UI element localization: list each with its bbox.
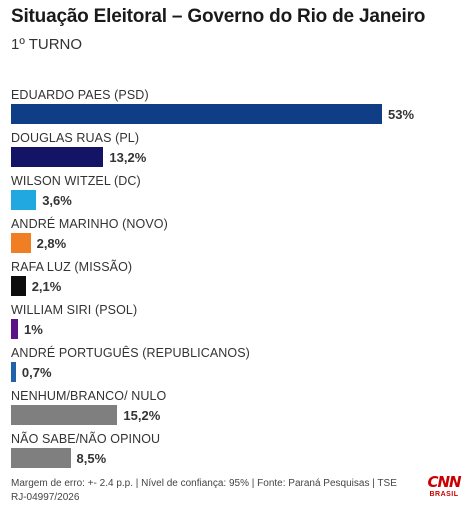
bar-chart: EDUARDO PAES (PSD) 53% DOUGLAS RUAS (PL) 13… [11, 88, 415, 468]
bar [11, 276, 26, 296]
bar [11, 190, 37, 210]
bar-value-label: 2,8% [36, 236, 67, 251]
candidate-label: WILSON WITZEL (DC) [11, 174, 141, 188]
bar-value-label: 8,5% [76, 451, 107, 466]
bar [11, 104, 382, 124]
candidate-label: RAFA LUZ (MISSÃO) [11, 260, 133, 274]
footer-note: Margem de erro: +- 2.4 p.p. | Nível de c… [11, 478, 397, 503]
bar [11, 362, 16, 382]
candidate-label: EDUARDO PAES (PSD) [11, 88, 149, 102]
chart-title: Situação Eleitoral – Governo do Rio de J… [11, 6, 426, 27]
logo-subtext: BRASIL [429, 491, 459, 498]
candidate-label: NÃO SABE/NÃO OPINOU [11, 432, 161, 446]
logo-text: CNN [427, 473, 461, 491]
bar-value-label: 13,2% [109, 150, 147, 165]
bar [11, 405, 118, 425]
chart-subtitle: 1º TURNO [11, 36, 83, 53]
bar-value-label: 2,1% [31, 279, 62, 294]
bar [11, 448, 71, 468]
cnn-brasil-logo: CNN BRASIL [426, 474, 462, 502]
bar-value-label: 0,7% [21, 365, 52, 380]
bar [11, 319, 18, 339]
bar-value-label: 15,2% [123, 408, 161, 423]
bar-value-label: 53% [388, 107, 415, 122]
candidate-label: WILLIAM SIRI (PSOL) [11, 303, 138, 317]
candidate-label: DOUGLAS RUAS (PL) [11, 131, 140, 145]
bar-value-label: 3,6% [42, 193, 72, 208]
bar [11, 233, 31, 253]
candidate-label: ANDRÉ PORTUGUÊS (REPUBLICANOS) [11, 346, 250, 360]
candidate-label: NENHUM/BRANCO/ NULO [11, 389, 167, 403]
candidate-label: ANDRÉ MARINHO (NOVO) [11, 217, 168, 231]
bar-value-label: 1% [24, 322, 43, 337]
bar [11, 147, 104, 167]
